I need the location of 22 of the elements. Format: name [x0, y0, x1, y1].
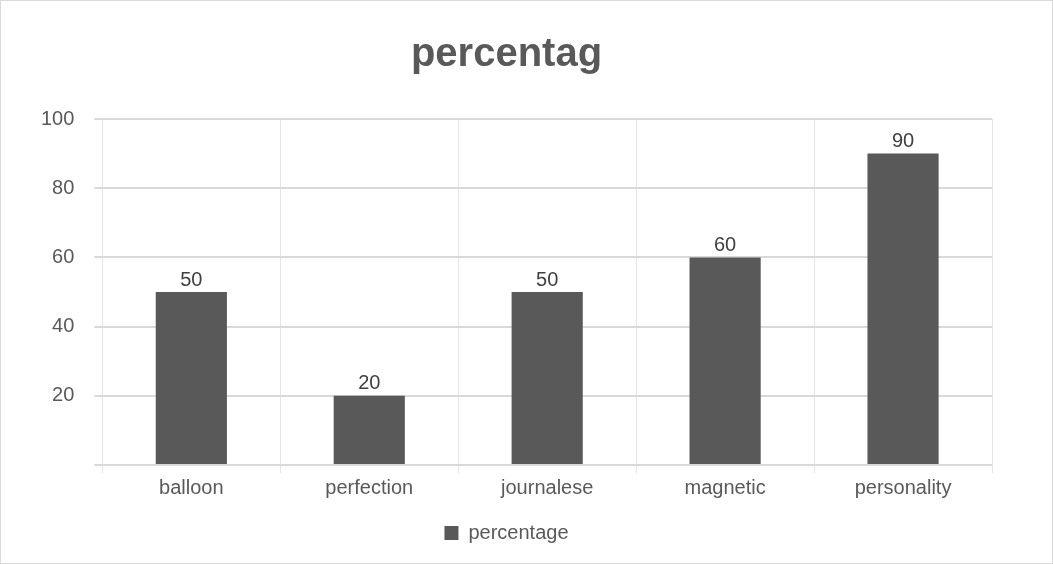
y-tick-label: 100 — [40, 106, 75, 129]
data-label: 60 — [713, 232, 737, 255]
bar — [155, 292, 227, 464]
y-tick-label: 20 — [52, 383, 75, 406]
data-label: 50 — [180, 267, 203, 290]
bar — [689, 257, 761, 464]
y-tick-label: 80 — [52, 175, 75, 198]
bar — [867, 153, 939, 464]
data-label: 50 — [536, 267, 559, 290]
x-tick-label: personality — [854, 475, 952, 498]
y-tick-label: 40 — [52, 314, 75, 337]
legend-label: percentage — [468, 520, 569, 543]
data-label: 20 — [358, 371, 381, 394]
x-tick-label: magnetic — [684, 475, 766, 498]
x-tick-label: balloon — [159, 475, 224, 498]
x-tick-label: journalese — [500, 475, 594, 498]
bar — [333, 395, 405, 464]
y-tick-label: 60 — [52, 244, 75, 267]
x-tick-label: perfection — [325, 475, 414, 498]
chart-title: percentag — [410, 30, 603, 75]
data-label: 90 — [891, 129, 915, 152]
bar — [511, 292, 583, 464]
